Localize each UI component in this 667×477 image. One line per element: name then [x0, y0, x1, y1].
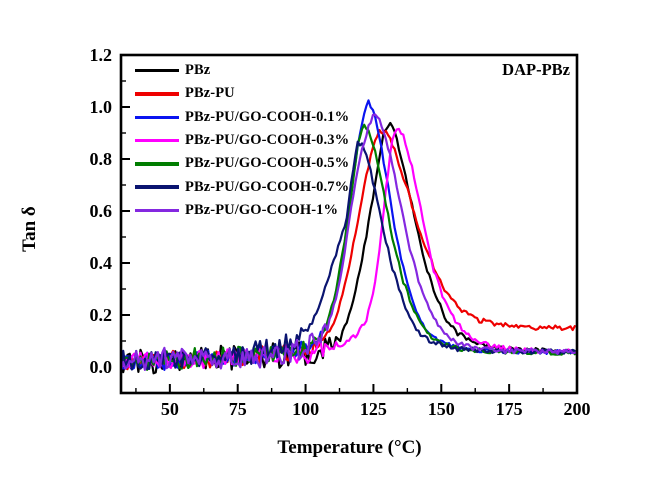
y-axis-title: Tan δ: [19, 206, 40, 252]
legend-label: PBz-PU/GO-COOH-0.7%: [185, 178, 350, 195]
legend-line-swatch: [135, 208, 179, 213]
y-tick-label: 0.4: [90, 253, 113, 273]
plot-frame: [119, 53, 579, 395]
legend-label: PBz: [185, 62, 211, 79]
legend-line-swatch: [135, 92, 179, 96]
x-tick-label: 175: [496, 399, 523, 419]
legend-item: PBz-PU/GO-COOH-0.5%: [135, 152, 349, 175]
y-tick-label: 0.8: [90, 149, 113, 169]
x-tick-label: 100: [292, 399, 319, 419]
x-tick-label: 200: [564, 399, 591, 419]
y-tick-label: 1.2: [90, 45, 113, 65]
legend-item: PBz-PU/GO-COOH-1%: [135, 199, 349, 222]
legend-item: PBz-PU/GO-COOH-0.7%: [135, 175, 349, 198]
legend-label: PBz-PU/GO-COOH-0.1%: [185, 108, 350, 125]
legend-label: PBz-PU/GO-COOH-1%: [185, 201, 339, 218]
legend-line-swatch: [135, 115, 179, 119]
legend-line-swatch: [135, 162, 179, 166]
x-axis-title: Temperature (°C): [0, 437, 667, 459]
legend-line-swatch: [135, 185, 179, 189]
legend-item: PBz: [135, 59, 349, 82]
y-tick-label: 0.2: [90, 305, 113, 325]
x-tick-label: 50: [161, 399, 179, 419]
legend-item: PBz-PU: [135, 82, 349, 105]
legend-line-swatch: [135, 138, 179, 143]
legend-line-swatch: [135, 68, 179, 73]
annotation-dap-pbz: DAP-PBz: [502, 60, 570, 79]
legend-label: PBz-PU/GO-COOH-0.3%: [185, 132, 350, 149]
y-tick-label: 1.0: [90, 97, 113, 117]
legend-item: PBz-PU/GO-COOH-0.1%: [135, 106, 349, 129]
legend-label: PBz-PU: [185, 85, 235, 102]
x-axis-title-text: Temperature (°C): [277, 437, 422, 458]
legend-label: PBz-PU/GO-COOH-0.5%: [185, 155, 350, 172]
y-tick-label: 0.0: [90, 357, 113, 377]
x-tick-label: 75: [229, 399, 247, 419]
x-tick-label: 150: [428, 399, 455, 419]
legend-item: PBz-PU/GO-COOH-0.3%: [135, 129, 349, 152]
legend: PBz PBz-PU PBz-PU/GO-COOH-0.1% PBz-PU/GO-CO…: [135, 59, 349, 222]
x-tick-label: 125: [360, 399, 387, 419]
curve-PBz-PU/GO-COOH-1%: [122, 113, 576, 371]
y-tick-label: 0.6: [90, 201, 113, 221]
